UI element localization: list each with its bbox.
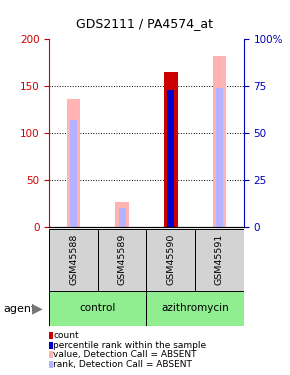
Bar [67, 99, 80, 227]
Text: GSM45590: GSM45590 [166, 234, 175, 285]
Text: azithromycin: azithromycin [161, 303, 229, 313]
Text: GDS2111 / PA4574_at: GDS2111 / PA4574_at [77, 17, 213, 30]
Bar [164, 72, 177, 227]
Bar [195, 229, 244, 291]
Bar [115, 202, 129, 227]
Text: rank, Detection Call = ABSENT: rank, Detection Call = ABSENT [53, 360, 192, 369]
Bar [213, 56, 226, 227]
Text: GSM45589: GSM45589 [118, 234, 127, 285]
Bar [98, 229, 146, 291]
Bar [49, 229, 98, 291]
Bar [216, 88, 223, 227]
Text: count: count [53, 331, 79, 340]
Bar [70, 120, 77, 227]
Bar [146, 291, 244, 326]
Text: GSM45588: GSM45588 [69, 234, 78, 285]
Bar [167, 90, 174, 227]
Text: control: control [80, 303, 116, 313]
Text: ▶: ▶ [32, 302, 43, 316]
Text: percentile rank within the sample: percentile rank within the sample [53, 341, 206, 350]
Text: GSM45591: GSM45591 [215, 234, 224, 285]
Bar [119, 208, 126, 227]
Bar [146, 229, 195, 291]
Bar [49, 291, 146, 326]
Text: agent: agent [3, 304, 35, 313]
Text: value, Detection Call = ABSENT: value, Detection Call = ABSENT [53, 351, 197, 360]
